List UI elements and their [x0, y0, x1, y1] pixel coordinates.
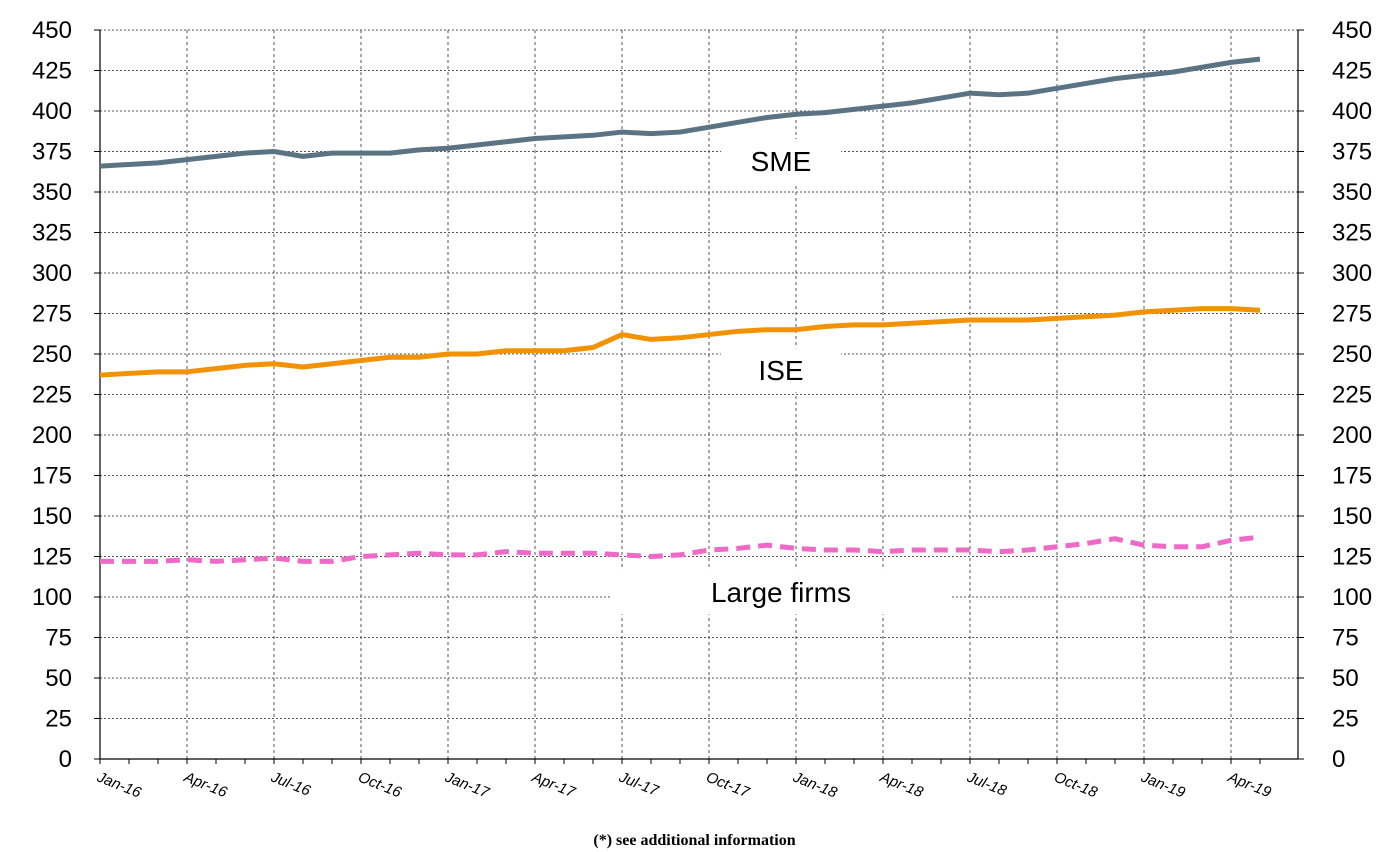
y-tick-label-left: 250: [32, 341, 72, 368]
y-tick-label-left: 325: [32, 220, 72, 247]
series-lines: [99, 56, 1261, 564]
series-label-ise: ISE: [758, 355, 803, 386]
y-tick-label-left: 25: [45, 706, 72, 733]
axes: [94, 29, 1304, 764]
series-label-sme: SME: [751, 146, 812, 177]
y-tick-label-right: 200: [1332, 422, 1372, 449]
y-tick-label-left: 150: [32, 503, 72, 530]
x-tick-label: Jul-16: [268, 768, 314, 800]
y-tick-label-right: 450: [1332, 17, 1372, 44]
y-axis-left-ticks: 0 25 50 75 100 125 150 175 200 225 250 275 300 325 350…: [32, 17, 72, 773]
x-tick-label: Jan-19: [1138, 768, 1188, 802]
series-label-bg: [611, 570, 951, 615]
x-tick-label: Jan-17: [442, 768, 492, 802]
y-tick-label-right: 100: [1332, 584, 1372, 611]
y-tick-label-left: 300: [32, 260, 72, 287]
y-tick-label-left: 0: [59, 746, 72, 773]
y-tick-label-right: 150: [1332, 503, 1372, 530]
y-tick-label-right: 75: [1332, 625, 1359, 652]
y-tick-label-left: 200: [32, 422, 72, 449]
y-tick-label-left: 225: [32, 382, 72, 409]
x-tick-label: Apr-19: [1225, 768, 1274, 801]
y-tick-label-right: 275: [1332, 301, 1372, 328]
y-tick-label-left: 50: [45, 665, 72, 692]
y-tick-label-right: 175: [1332, 463, 1372, 490]
series-line-ise: [99, 306, 1261, 378]
y-tick-label-right: 400: [1332, 98, 1372, 125]
x-tick-label: Apr-18: [877, 768, 926, 801]
x-axis-ticks: Jan-16 Apr-16 Jul-16 Oct-16 Jan-17 Apr-17 Jul-…: [94, 768, 1274, 802]
y-tick-label-left: 350: [32, 179, 72, 206]
y-tick-label-left: 450: [32, 17, 72, 44]
x-tick-label: Oct-17: [704, 769, 753, 802]
grid-lines: [100, 29, 1298, 759]
series-label-bg: [721, 348, 841, 393]
y-tick-label-right: 350: [1332, 179, 1372, 206]
series-label-backgrounds: [611, 139, 951, 615]
y-tick-label-left: 375: [32, 139, 72, 166]
y-tick-label-right: 50: [1332, 665, 1359, 692]
x-tick-label: Jul-17: [616, 768, 662, 800]
y-tick-label-right: 425: [1332, 58, 1372, 85]
y-tick-label-right: 375: [1332, 139, 1372, 166]
y-tick-label-right: 250: [1332, 341, 1372, 368]
x-tick-label: Jul-18: [964, 768, 1010, 800]
y-tick-label-left: 100: [32, 584, 72, 611]
y-tick-label-left: 425: [32, 58, 72, 85]
y-tick-label-right: 125: [1332, 544, 1372, 571]
series-label-bg: [721, 139, 841, 184]
x-tick-label: Jan-16: [94, 768, 144, 802]
x-tick-label: Apr-16: [181, 768, 230, 801]
y-tick-label-right: 25: [1332, 706, 1359, 733]
y-tick-label-right: 300: [1332, 260, 1372, 287]
y-tick-label-right: 225: [1332, 382, 1372, 409]
x-tick-label: Oct-16: [356, 769, 405, 802]
y-tick-label-left: 275: [32, 301, 72, 328]
footnote: (*) see additional information: [593, 832, 796, 849]
x-tick-label: Apr-17: [529, 768, 578, 801]
y-tick-label-left: 400: [32, 98, 72, 125]
series-line-large-firms: [100, 534, 1261, 564]
series-label-large-firms: Large firms: [711, 577, 851, 608]
y-tick-label-left: 175: [32, 463, 72, 490]
y-tick-label-left: 125: [32, 544, 72, 571]
series-line-sme: [99, 56, 1261, 169]
x-tick-label: Jan-18: [790, 768, 840, 802]
y-axis-right-ticks: 0 25 50 75 100 125 150 175 200 225 250 275 300 325 350…: [1332, 17, 1372, 773]
series-labels: SME ISE Large firms: [711, 146, 851, 608]
y-tick-label-right: 0: [1332, 746, 1345, 773]
x-tick-label: Oct-18: [1052, 769, 1101, 802]
y-tick-label-left: 75: [45, 625, 72, 652]
y-tick-label-right: 325: [1332, 220, 1372, 247]
